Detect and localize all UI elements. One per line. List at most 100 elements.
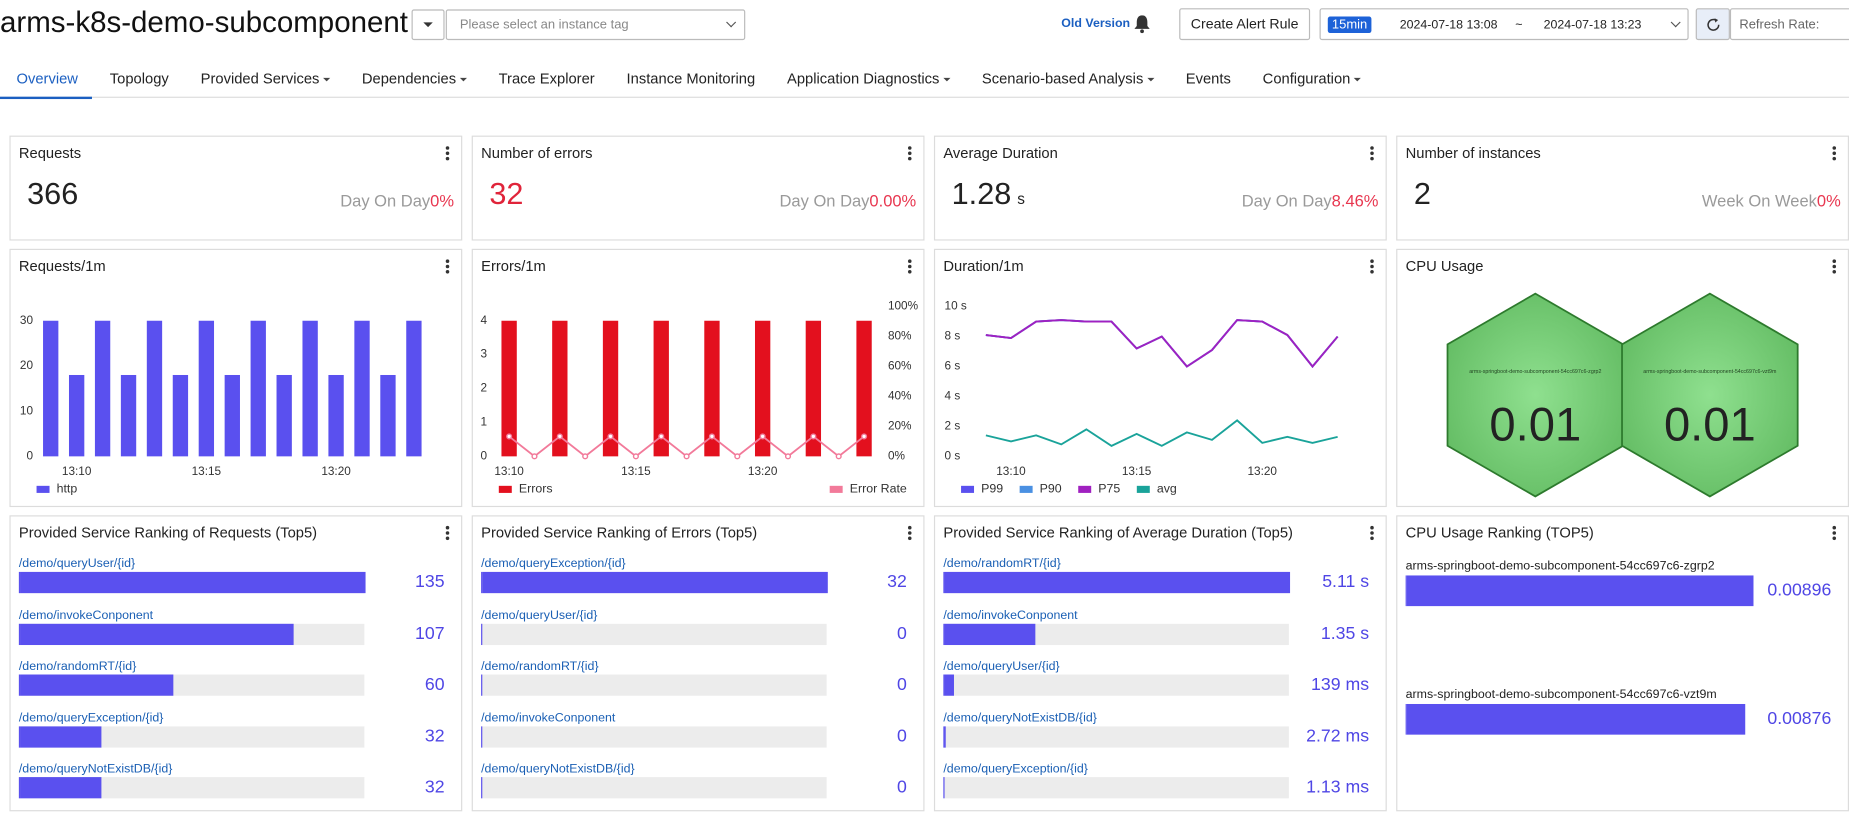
bar (224, 374, 240, 457)
tab[interactable]: Dependencies (362, 68, 467, 97)
more-menu[interactable] (445, 146, 450, 150)
more-menu[interactable] (907, 259, 912, 263)
instance-select[interactable]: Please select an instance tag (445, 9, 746, 41)
compare-label: Day On Day (779, 191, 870, 210)
ranking-bar (944, 623, 1036, 645)
y-tick-label: 0 (480, 449, 487, 462)
bar (120, 374, 137, 457)
ranking-label[interactable]: /demo/queryUser/{id} (943, 659, 1060, 674)
x-tick-label: 13:15 (192, 465, 222, 478)
ranking-label[interactable]: /demo/randomRT/{id} (481, 659, 599, 674)
y-tick-label: 1 (480, 416, 487, 429)
stat-value: 2 (1413, 175, 1431, 212)
x-tick-label: 13:10 (996, 465, 1026, 478)
bar (602, 320, 619, 457)
y-tick-label: 20 (20, 359, 34, 372)
x-tick-label: 13:15 (1122, 465, 1152, 478)
y-tick-label: 10 s (945, 300, 967, 313)
tab[interactable]: Scenario-based Analysis (982, 68, 1154, 97)
time-separator: ~ (1515, 17, 1523, 32)
ranking-value: 107 (415, 623, 445, 644)
ranking-label[interactable]: /demo/queryException/{id} (943, 761, 1088, 776)
tab[interactable]: Topology (109, 70, 169, 88)
tab[interactable]: Application Diagnostics (787, 68, 950, 97)
more-menu[interactable] (907, 525, 912, 530)
bar (43, 320, 59, 457)
ranking-label[interactable]: /demo/queryException/{id} (481, 556, 626, 571)
tab[interactable]: Trace Explorer (498, 70, 595, 88)
more-menu[interactable] (1370, 525, 1374, 530)
ranking-label[interactable]: /demo/queryUser/{id} (481, 607, 598, 623)
ranking-label[interactable]: /demo/queryException/{id} (18, 710, 164, 725)
tab[interactable]: Overview (0, 68, 93, 100)
tab[interactable]: Events (1185, 70, 1231, 88)
line-marker (658, 433, 665, 440)
ranking-label[interactable]: /demo/queryUser/{id} (18, 556, 136, 571)
legend-swatch (498, 485, 512, 493)
bar (653, 320, 669, 457)
refresh-arc (1707, 18, 1720, 31)
ranking-label[interactable]: /demo/randomRT/{id} (943, 556, 1061, 571)
ranking-label[interactable]: /demo/queryNotExistDB/{id} (943, 710, 1097, 725)
ranking-track (18, 674, 365, 696)
ranking-track (943, 725, 1289, 748)
ranking-value: 0 (896, 777, 907, 798)
chart-title: Duration/1m (943, 258, 1024, 275)
legend-label: P75 (1098, 482, 1120, 496)
tab[interactable]: Instance Monitoring (626, 70, 756, 88)
y-tick-label: 0 s (945, 449, 961, 462)
refresh-button[interactable] (1695, 8, 1730, 41)
tab[interactable]: Provided Services (201, 68, 330, 97)
ranking-value: 60 (424, 674, 445, 695)
card-title: Number of errors (481, 145, 593, 162)
bar (380, 374, 396, 457)
line-marker (506, 433, 513, 440)
bar (704, 320, 720, 457)
ranking-value: 0.00896 (1767, 580, 1832, 601)
create-alert-button[interactable]: Create Alert Rule (1179, 8, 1311, 41)
ranking-label[interactable]: /demo/invokeConponent (18, 607, 154, 623)
ranking-label[interactable]: /demo/invokeConponent (943, 607, 1078, 623)
card-title: CPU Usage Ranking (TOP5) (1405, 524, 1594, 542)
more-menu[interactable] (1370, 146, 1374, 150)
ranking-card: CPU Usage Ranking (TOP5) arms-springboot-… (1396, 515, 1849, 812)
more-menu[interactable] (1832, 259, 1837, 263)
more-menu[interactable] (445, 259, 450, 263)
ranking-card: Provided Service Ranking of Requests (To… (9, 515, 463, 812)
legend-swatch (1136, 485, 1150, 493)
more-menu[interactable] (907, 146, 912, 150)
bell-icon[interactable] (1132, 13, 1152, 34)
more-menu[interactable] (445, 525, 450, 530)
time-picker[interactable]: 15min 2024-07-18 13:08 ~ 2024-07-18 13:2… (1319, 8, 1689, 41)
line (985, 319, 1339, 368)
bell-clapper (1140, 29, 1144, 34)
more-menu[interactable] (1370, 259, 1374, 263)
ranking-track (943, 571, 1291, 594)
more-menu[interactable] (1832, 525, 1837, 530)
line-marker (734, 453, 741, 460)
ranking-value: 139 ms (1311, 674, 1370, 695)
bar (552, 320, 568, 457)
bar (146, 320, 163, 457)
ranking-label[interactable]: /demo/invokeConponent (481, 710, 616, 725)
x-tick-label: 13:10 (62, 465, 92, 478)
stat-compare: Day On Day8.46% (1242, 191, 1379, 210)
legend-label: Error Rate (850, 482, 907, 496)
refresh-rate-select[interactable]: Refresh Rate: (1729, 8, 1849, 41)
line-marker (759, 433, 766, 440)
more-menu[interactable] (1832, 146, 1837, 150)
refresh-arrow (1714, 18, 1719, 23)
x-tick-label: 13:10 (494, 465, 524, 478)
tab[interactable]: Configuration (1263, 68, 1361, 97)
old-version-link[interactable]: Old Version (1061, 16, 1131, 31)
ranking-bar (1406, 703, 1746, 735)
tag-dropdown[interactable] (411, 9, 445, 41)
ranking-label[interactable]: /demo/queryNotExistDB/{id} (481, 761, 635, 776)
legend-label: http (57, 482, 78, 496)
legend-label: avg (1157, 482, 1177, 496)
ranking-track (481, 623, 827, 645)
ranking-label[interactable]: /demo/randomRT/{id} (18, 659, 137, 674)
ranking-label[interactable]: /demo/queryNotExistDB/{id} (18, 761, 173, 776)
